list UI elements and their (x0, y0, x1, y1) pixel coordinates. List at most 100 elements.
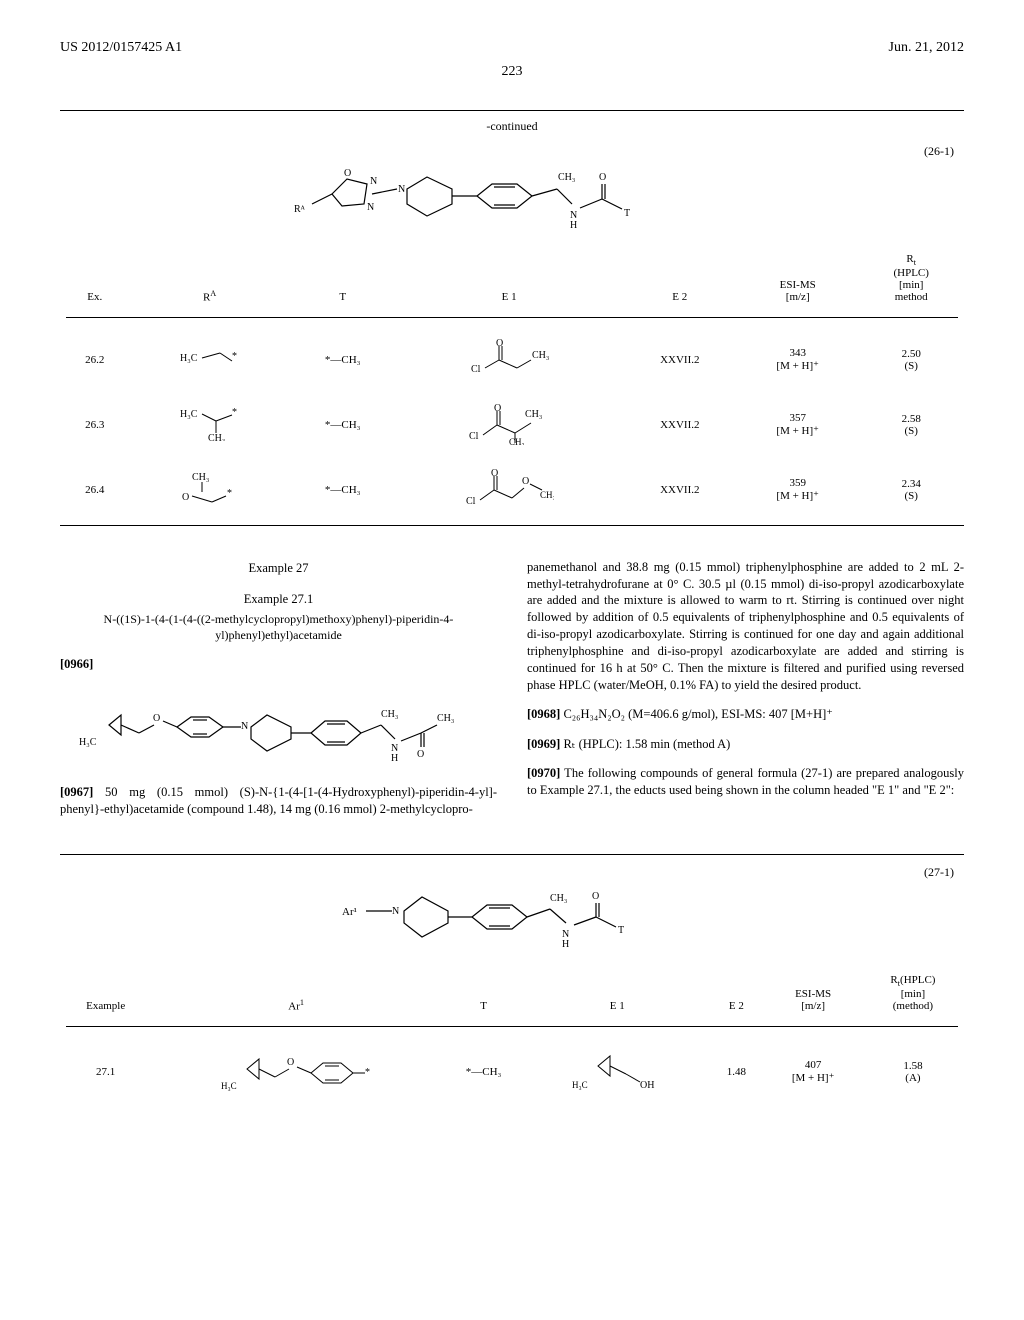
svg-text:O: O (182, 492, 189, 503)
svg-text:CH₃: CH₃ (381, 709, 398, 720)
cell: 2.50(S) (858, 328, 964, 391)
svg-text:*: * (232, 351, 237, 362)
cell: CH₃O* (130, 458, 290, 521)
svg-text:*: * (365, 1067, 370, 1078)
cell: ClOOCH₃ (396, 458, 623, 521)
cell: H₃C* (130, 328, 290, 391)
svg-text:O: O (496, 338, 503, 349)
cell: H₃C * CH₃ (130, 391, 290, 458)
page-number: 223 (60, 64, 964, 80)
cell: 2.34(S) (858, 458, 964, 521)
svg-text:Ar¹: Ar¹ (342, 906, 357, 918)
cell: *—CH₃ (290, 458, 396, 521)
svg-text:Cl: Cl (466, 496, 476, 507)
structure-27-1-svg: Ar¹ N CH₃ N H O T (292, 865, 732, 955)
svg-text:CH₃: CH₃ (208, 433, 225, 441)
formula-26-1-label: (26-1) (924, 144, 954, 159)
th-t: T (441, 970, 526, 1016)
svg-text:O: O (344, 168, 351, 179)
th-ra: RA (130, 249, 290, 307)
cell: 26.4 (60, 458, 130, 521)
svg-text:CH₃: CH₃ (558, 172, 575, 183)
svg-text:H: H (562, 939, 569, 950)
cell: Cl O CH₃ (396, 328, 623, 391)
table-26-1: Ex. RA T E 1 E 2 ESI-MS[m/z] Rt (HPLC) [… (60, 249, 964, 521)
cell: 343[M + H]⁺ (737, 328, 858, 391)
cell: *—CH₃ (441, 1037, 526, 1106)
svg-text:H₃C: H₃C (79, 737, 97, 748)
th-ar: Ar1 (151, 970, 441, 1016)
svg-text:OH: OH (640, 1080, 654, 1091)
cell: XXVII.2 (623, 391, 737, 458)
svg-text:O: O (153, 713, 160, 724)
formula-27-1-label: (27-1) (924, 865, 954, 880)
compound-name-27-1: N-((1S)-1-(4-(1-(4-((2-methylcyclopropyl… (80, 612, 477, 643)
para-right-cont: panemethanol and 38.8 mg (0.15 mmol) tri… (527, 559, 964, 694)
svg-text:Cl: Cl (471, 364, 481, 375)
svg-text:O: O (599, 172, 606, 183)
svg-text:*: * (227, 488, 232, 499)
svg-text:O: O (592, 891, 599, 902)
svg-text:H₃C: H₃C (221, 1081, 237, 1091)
th-e1: E 1 (526, 970, 708, 1016)
table-row: 26.2 H₃C* *—CH₃ ClOCH₃ XXVII.2 343[M + H… (60, 328, 964, 391)
left-column: Example 27 Example 27.1 N-((1S)-1-(4-(1-… (60, 546, 497, 830)
svg-text:O: O (522, 476, 529, 487)
th-ex: Ex. (60, 249, 130, 307)
para-0969: [0969] Rₜ (HPLC): 1.58 min (method A) (527, 736, 964, 753)
continued-label: -continued (60, 119, 964, 134)
svg-text:N: N (392, 906, 399, 917)
formula-27-1: (27-1) Ar¹ N CH₃ N H O T (60, 865, 964, 960)
header-right: Jun. 21, 2012 (889, 40, 964, 56)
th-esims: ESI-MS[m/z] (737, 249, 858, 307)
svg-text:N: N (398, 184, 405, 195)
structure-27-1: H₃C O N CH₃ (60, 685, 497, 770)
cell: ClOCH₃CH₃ (396, 391, 623, 458)
th-esims: ESI-MS[m/z] (764, 970, 862, 1016)
th-e1: E 1 (396, 249, 623, 307)
svg-text:H: H (570, 220, 577, 231)
svg-text:CH₃: CH₃ (525, 409, 542, 420)
table-row: 26.3 H₃C*CH₃ *—CH₃ ClOCH₃CH₃ XXVII.2 357… (60, 391, 964, 458)
svg-text:CH₃: CH₃ (532, 350, 549, 361)
th-rt: Rt (HPLC) [min] method (858, 249, 964, 307)
svg-text:T: T (618, 925, 624, 936)
th-ex: Example (60, 970, 151, 1016)
para-0970: [0970] The following compounds of genera… (527, 765, 964, 799)
cell: H₃C O * (151, 1037, 441, 1106)
cell: 357[M + H]⁺ (737, 391, 858, 458)
cell: 1.58(A) (862, 1037, 964, 1106)
cell: 359[M + H]⁺ (737, 458, 858, 521)
svg-text:Cl: Cl (469, 431, 479, 442)
cell: 2.58(S) (858, 391, 964, 458)
cell: 1.48 (708, 1037, 764, 1106)
right-column: panemethanol and 38.8 mg (0.15 mmol) tri… (527, 546, 964, 830)
cell: 26.3 (60, 391, 130, 458)
table2-block: (27-1) Ar¹ N CH₃ N H O T (60, 854, 964, 1106)
svg-text:T: T (624, 208, 630, 219)
svg-text:Rᴬ: Rᴬ (294, 204, 306, 215)
table1-block: -continued (26-1) O N N Rᴬ N (60, 110, 964, 526)
header-left: US 2012/0157425 A1 (60, 40, 182, 56)
th-e2: E 2 (708, 970, 764, 1016)
svg-text:*: * (232, 407, 237, 418)
svg-text:CH₃: CH₃ (437, 713, 454, 724)
example-27-heading: Example 27 (60, 560, 497, 577)
para-0968: [0968] C₂₆H₃₄N₂O₂ (M=406.6 g/mol), ESI-M… (527, 706, 964, 723)
cell: H₃C OH (526, 1037, 708, 1106)
para-0966: [0966] (60, 657, 93, 671)
cell: *—CH₃ (290, 328, 396, 391)
cell: XXVII.2 (623, 458, 737, 521)
svg-text:CH₃: CH₃ (509, 437, 525, 445)
cell: 407[M + H]⁺ (764, 1037, 862, 1106)
cell: XXVII.2 (623, 328, 737, 391)
svg-text:H₃C: H₃C (180, 409, 198, 420)
svg-text:CH₃: CH₃ (550, 893, 567, 904)
th-t: T (290, 249, 396, 307)
cell: 27.1 (60, 1037, 151, 1106)
table-row: 27.1 H₃C O * (60, 1037, 964, 1106)
th-rt: Rt(HPLC) [min] (method) (862, 970, 964, 1016)
example-27-1-heading: Example 27.1 (60, 591, 497, 608)
table-row: 26.4 CH₃O* *—CH₃ ClOOCH₃ XXVII.2 359[M +… (60, 458, 964, 521)
svg-text:H₃C: H₃C (572, 1080, 588, 1090)
